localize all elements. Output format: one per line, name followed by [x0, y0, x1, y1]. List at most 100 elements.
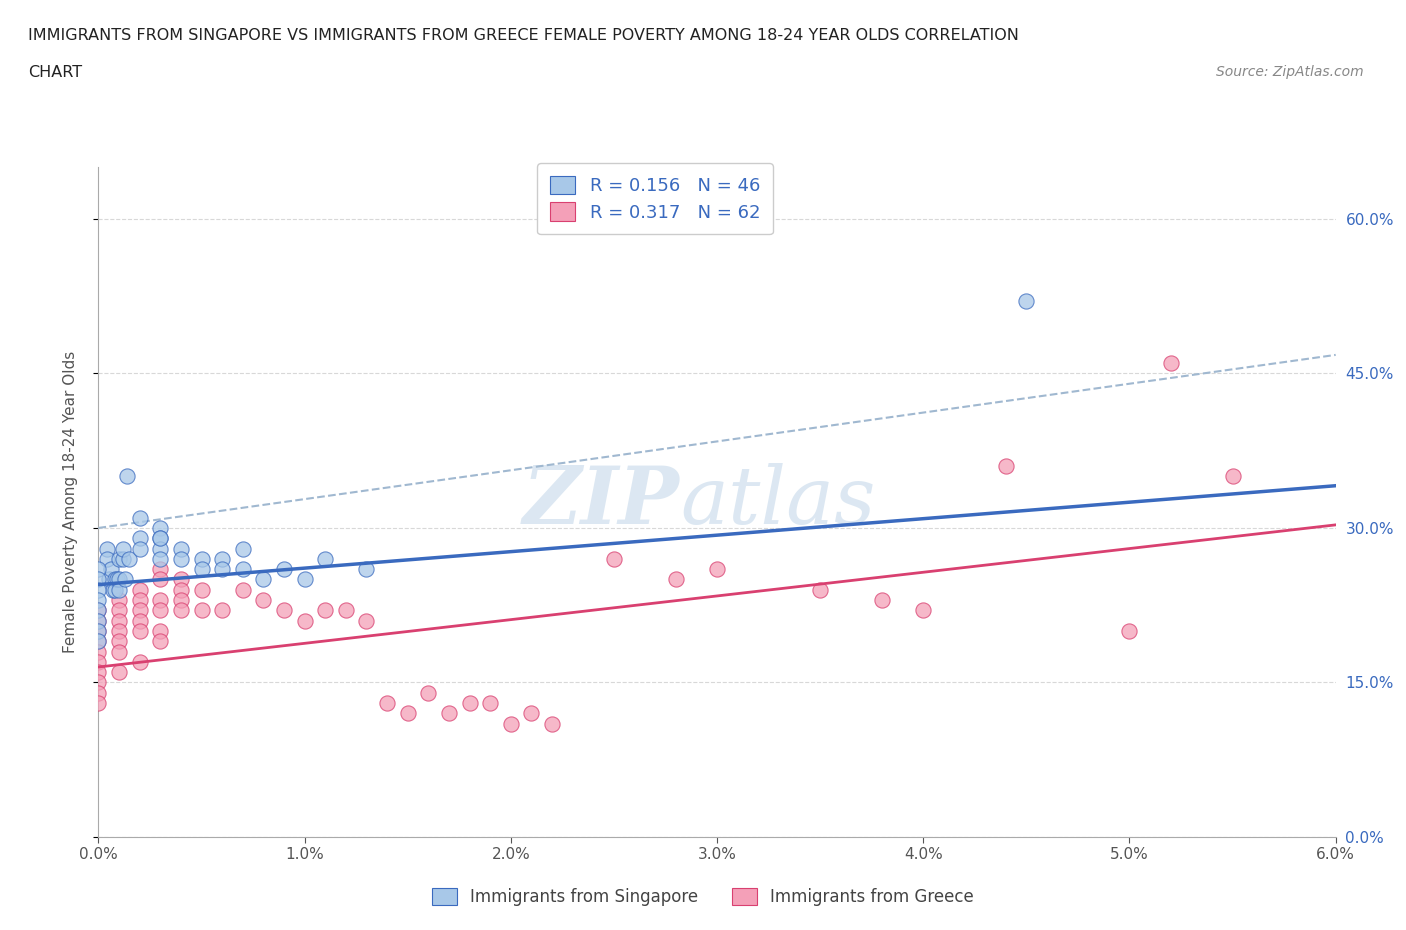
Point: [87, 623, 110, 638]
Point: [87, 603, 110, 618]
Point: [87, 613, 110, 628]
Point: [149, 531, 172, 546]
Point: [108, 592, 131, 607]
Point: [87, 572, 110, 587]
Point: [128, 531, 150, 546]
Point: [108, 634, 131, 649]
Text: IMMIGRANTS FROM SINGAPORE VS IMMIGRANTS FROM GREECE FEMALE POVERTY AMONG 18-24 Y: IMMIGRANTS FROM SINGAPORE VS IMMIGRANTS …: [28, 28, 1019, 43]
Point: [87, 665, 110, 680]
Point: [994, 458, 1017, 473]
Point: [190, 562, 212, 577]
Point: [108, 582, 131, 597]
Point: [912, 603, 935, 618]
Point: [294, 613, 316, 628]
Point: [108, 623, 131, 638]
Point: [437, 706, 460, 721]
Point: [117, 469, 139, 484]
Point: [273, 562, 295, 577]
Point: [356, 562, 378, 577]
Point: [211, 603, 233, 618]
Point: [252, 572, 274, 587]
Point: [499, 716, 522, 731]
Point: [335, 603, 357, 618]
Point: [128, 655, 150, 670]
Point: [603, 551, 626, 566]
Point: [87, 685, 110, 700]
Point: [112, 551, 135, 566]
Point: [1222, 469, 1244, 484]
Point: [149, 551, 172, 566]
Point: [232, 541, 254, 556]
Point: [170, 541, 193, 556]
Point: [149, 634, 172, 649]
Point: [87, 562, 110, 577]
Text: CHART: CHART: [28, 65, 82, 80]
Point: [97, 572, 120, 587]
Point: [665, 572, 688, 587]
Point: [356, 613, 378, 628]
Point: [104, 582, 127, 597]
Point: [458, 696, 481, 711]
Legend: R = 0.156   N = 46, R = 0.317   N = 62: R = 0.156 N = 46, R = 0.317 N = 62: [537, 163, 773, 234]
Point: [87, 592, 110, 607]
Point: [128, 592, 150, 607]
Point: [232, 562, 254, 577]
Point: [87, 603, 110, 618]
Point: [128, 511, 150, 525]
Point: [87, 613, 110, 628]
Point: [252, 592, 274, 607]
Point: [149, 562, 172, 577]
Point: [87, 634, 110, 649]
Point: [149, 531, 172, 546]
Point: [149, 592, 172, 607]
Point: [108, 603, 131, 618]
Point: [170, 603, 193, 618]
Point: [96, 551, 118, 566]
Point: [1015, 294, 1038, 309]
Point: [128, 623, 150, 638]
Point: [211, 551, 233, 566]
Point: [375, 696, 398, 711]
Point: [541, 716, 564, 731]
Point: [128, 582, 150, 597]
Point: [87, 623, 110, 638]
Point: [87, 634, 110, 649]
Point: [108, 551, 131, 566]
Point: [706, 562, 728, 577]
Point: [104, 572, 127, 587]
Point: [418, 685, 440, 700]
Point: [105, 572, 128, 587]
Point: [808, 582, 831, 597]
Point: [128, 613, 150, 628]
Point: [128, 541, 150, 556]
Point: [211, 562, 233, 577]
Point: [232, 582, 254, 597]
Point: [112, 541, 135, 556]
Point: [190, 582, 212, 597]
Text: ZIP: ZIP: [523, 463, 681, 541]
Point: [128, 603, 150, 618]
Point: [100, 562, 122, 577]
Point: [87, 675, 110, 690]
Point: [149, 603, 172, 618]
Point: [87, 582, 110, 597]
Point: [520, 706, 543, 721]
Point: [170, 592, 193, 607]
Point: [1160, 355, 1182, 370]
Point: [114, 572, 136, 587]
Point: [170, 551, 193, 566]
Y-axis label: Female Poverty Among 18-24 Year Olds: Female Poverty Among 18-24 Year Olds: [63, 352, 77, 654]
Point: [87, 696, 110, 711]
Point: [294, 572, 316, 587]
Point: [479, 696, 502, 711]
Point: [314, 603, 336, 618]
Point: [396, 706, 419, 721]
Point: [87, 655, 110, 670]
Point: [108, 665, 131, 680]
Point: [870, 592, 893, 607]
Text: Source: ZipAtlas.com: Source: ZipAtlas.com: [1216, 65, 1364, 79]
Point: [170, 582, 193, 597]
Point: [149, 521, 172, 536]
Point: [108, 613, 131, 628]
Point: [149, 623, 172, 638]
